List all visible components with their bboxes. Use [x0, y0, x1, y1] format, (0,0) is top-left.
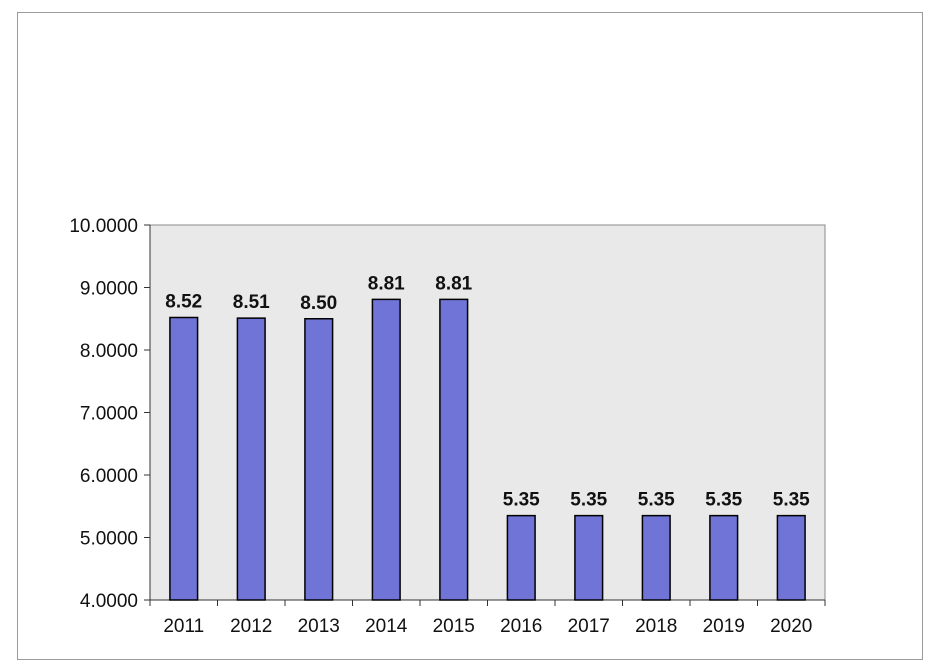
y-tick-label: 8.0000 [80, 341, 138, 362]
data-label-2016: 5.35 [503, 490, 540, 511]
y-tick-label: 10.0000 [69, 216, 138, 237]
bar-2020 [776, 514, 806, 601]
y-axis-ticks: 4.0000 5.0000 6.0000 7.0000 8.0000 9.0000 10.0… [69, 216, 150, 612]
y-tick-label: 5.0000 [80, 529, 138, 550]
x-tick-label: 2019 [703, 616, 745, 637]
data-labels: 8.52 8.51 8.50 8.81 8.81 5.35 5.35 5.35 5.35 5.35 [165, 273, 810, 510]
x-axis-ticks: 2011 2012 2013 2014 2015 2016 2017 2018 2019 2020 [149, 600, 826, 637]
bar-2017 [574, 514, 604, 601]
data-label-2018: 5.35 [638, 490, 675, 511]
bar-2012 [236, 317, 266, 601]
x-tick-label: 2017 [568, 616, 610, 637]
x-tick-label: 2015 [433, 616, 475, 637]
data-label-2020: 5.35 [773, 490, 810, 511]
x-tick-label: 2013 [298, 616, 340, 637]
x-tick-label: 2011 [163, 616, 204, 637]
data-label-2012: 8.51 [233, 292, 270, 313]
bar-2014 [371, 298, 401, 601]
bar-2016 [506, 514, 536, 601]
bar-2015 [439, 298, 469, 601]
bar-2018 [641, 514, 671, 601]
bar-2019 [709, 514, 739, 601]
x-tick-label: 2020 [770, 616, 812, 637]
data-label-2013: 8.50 [300, 293, 337, 314]
data-label-2017: 5.35 [570, 490, 607, 511]
y-tick-label: 6.0000 [80, 466, 138, 487]
x-tick-label: 2018 [635, 616, 677, 637]
bar-series [169, 298, 806, 601]
data-label-2019: 5.35 [705, 490, 742, 511]
x-tick-label: 2014 [365, 616, 408, 637]
bar-2011 [169, 316, 199, 601]
data-label-2014: 8.81 [368, 273, 405, 294]
x-tick-label: 2016 [500, 616, 542, 637]
data-label-2011: 8.52 [165, 292, 202, 313]
y-tick-label: 9.0000 [80, 279, 138, 300]
x-tick-label: 2012 [230, 616, 272, 637]
y-tick-label: 7.0000 [80, 404, 138, 425]
bar-2013 [304, 318, 334, 601]
data-label-2015: 8.81 [435, 273, 472, 294]
y-tick-label: 4.0000 [80, 591, 138, 612]
